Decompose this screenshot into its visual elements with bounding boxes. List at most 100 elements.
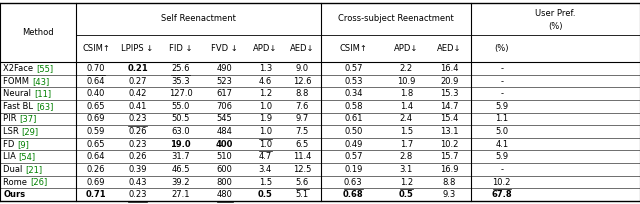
Text: 39.2: 39.2 [172, 177, 189, 186]
Text: [26]: [26] [30, 177, 47, 186]
Text: 0.26: 0.26 [129, 152, 147, 161]
Text: [43]: [43] [32, 77, 49, 86]
Text: 5.0: 5.0 [495, 127, 508, 136]
Text: 2.2: 2.2 [400, 64, 413, 73]
Text: 480: 480 [217, 190, 232, 199]
Text: Method: Method [22, 28, 54, 37]
Text: 1.0: 1.0 [259, 127, 272, 136]
Text: 0.5: 0.5 [258, 190, 273, 199]
Text: 0.21: 0.21 [127, 64, 148, 73]
Text: 13.1: 13.1 [440, 127, 458, 136]
Text: 0.41: 0.41 [129, 102, 147, 111]
Text: 0.57: 0.57 [344, 64, 362, 73]
Text: 0.70: 0.70 [87, 64, 105, 73]
Text: 0.42: 0.42 [129, 89, 147, 98]
Text: 1.1: 1.1 [495, 114, 508, 123]
Text: [29]: [29] [22, 127, 38, 136]
Text: 5.6: 5.6 [296, 177, 309, 186]
Text: 400: 400 [216, 140, 234, 149]
Text: 4.7: 4.7 [259, 152, 272, 161]
Text: 0.23: 0.23 [129, 140, 147, 149]
Text: [37]: [37] [19, 114, 36, 123]
Text: 10.9: 10.9 [397, 77, 415, 86]
Text: Dual: Dual [3, 165, 25, 174]
Text: (%): (%) [495, 44, 509, 53]
Text: PIR: PIR [3, 114, 19, 123]
Text: 0.19: 0.19 [344, 165, 362, 174]
Text: 1.0: 1.0 [259, 140, 272, 149]
Text: User Pref.: User Pref. [535, 9, 576, 18]
Text: FOMM: FOMM [3, 77, 32, 86]
Text: 5.1: 5.1 [296, 190, 309, 199]
Text: 8.8: 8.8 [296, 89, 309, 98]
Text: [54]: [54] [19, 152, 36, 161]
Text: [9]: [9] [17, 140, 29, 149]
Text: 1.0: 1.0 [259, 102, 272, 111]
Text: 7.5: 7.5 [296, 127, 309, 136]
Text: 55.0: 55.0 [172, 102, 189, 111]
Text: 46.5: 46.5 [172, 165, 189, 174]
Text: 25.6: 25.6 [172, 64, 189, 73]
Text: AED↓: AED↓ [437, 44, 461, 53]
Text: 1.9: 1.9 [259, 114, 272, 123]
Text: -: - [500, 77, 503, 86]
Text: 510: 510 [217, 152, 232, 161]
Text: 1.2: 1.2 [400, 177, 413, 186]
Text: 3.1: 3.1 [400, 165, 413, 174]
Text: 1.5: 1.5 [259, 177, 272, 186]
Text: 0.34: 0.34 [344, 89, 362, 98]
Text: APD↓: APD↓ [394, 44, 419, 53]
Text: 15.4: 15.4 [440, 114, 458, 123]
Text: 11.4: 11.4 [293, 152, 312, 161]
Text: 0.26: 0.26 [129, 127, 147, 136]
Text: APD↓: APD↓ [253, 44, 278, 53]
Text: FID ↓: FID ↓ [169, 44, 192, 53]
Text: 0.49: 0.49 [344, 140, 362, 149]
Text: 490: 490 [217, 64, 232, 73]
Text: 67.8: 67.8 [492, 190, 512, 199]
Text: (%): (%) [548, 21, 563, 31]
Text: 9.7: 9.7 [296, 114, 309, 123]
Text: 27.1: 27.1 [172, 190, 189, 199]
Text: 2.8: 2.8 [400, 152, 413, 161]
Text: 0.50: 0.50 [344, 127, 362, 136]
Text: -: - [500, 64, 503, 73]
Text: 600: 600 [217, 165, 232, 174]
Text: 4.1: 4.1 [495, 140, 508, 149]
Text: 484: 484 [217, 127, 232, 136]
Text: Cross-subject Reenactment: Cross-subject Reenactment [339, 14, 454, 23]
Text: 1.3: 1.3 [259, 64, 272, 73]
Text: 19.0: 19.0 [170, 140, 191, 149]
Text: Self Reenactment: Self Reenactment [161, 14, 236, 23]
Text: Rome: Rome [3, 177, 30, 186]
Text: -: - [500, 89, 503, 98]
Text: 0.58: 0.58 [344, 102, 362, 111]
Text: 0.43: 0.43 [129, 177, 147, 186]
Text: 0.57: 0.57 [344, 152, 362, 161]
Text: 523: 523 [217, 77, 232, 86]
Text: 0.5: 0.5 [399, 190, 414, 199]
Text: 0.61: 0.61 [344, 114, 362, 123]
Text: 15.7: 15.7 [440, 152, 458, 161]
Text: 0.27: 0.27 [129, 77, 147, 86]
Text: 7.6: 7.6 [296, 102, 309, 111]
Text: 0.23: 0.23 [129, 190, 147, 199]
Text: FVD ↓: FVD ↓ [211, 44, 238, 53]
Text: 31.7: 31.7 [171, 152, 190, 161]
Text: 50.5: 50.5 [172, 114, 189, 123]
Text: 12.6: 12.6 [293, 77, 312, 86]
Text: 127.0: 127.0 [168, 89, 193, 98]
Text: 0.71: 0.71 [86, 190, 106, 199]
Text: 0.40: 0.40 [87, 89, 105, 98]
Text: 5.9: 5.9 [495, 102, 508, 111]
Text: [11]: [11] [34, 89, 51, 98]
Text: 1.2: 1.2 [259, 89, 272, 98]
Text: 0.26: 0.26 [87, 165, 105, 174]
Text: 16.9: 16.9 [440, 165, 458, 174]
Text: LPIPS ↓: LPIPS ↓ [122, 44, 154, 53]
Text: 0.23: 0.23 [129, 114, 147, 123]
Text: 3.4: 3.4 [259, 165, 272, 174]
Text: 1.7: 1.7 [400, 140, 413, 149]
Text: 800: 800 [217, 177, 232, 186]
Text: Fast BL: Fast BL [3, 102, 36, 111]
